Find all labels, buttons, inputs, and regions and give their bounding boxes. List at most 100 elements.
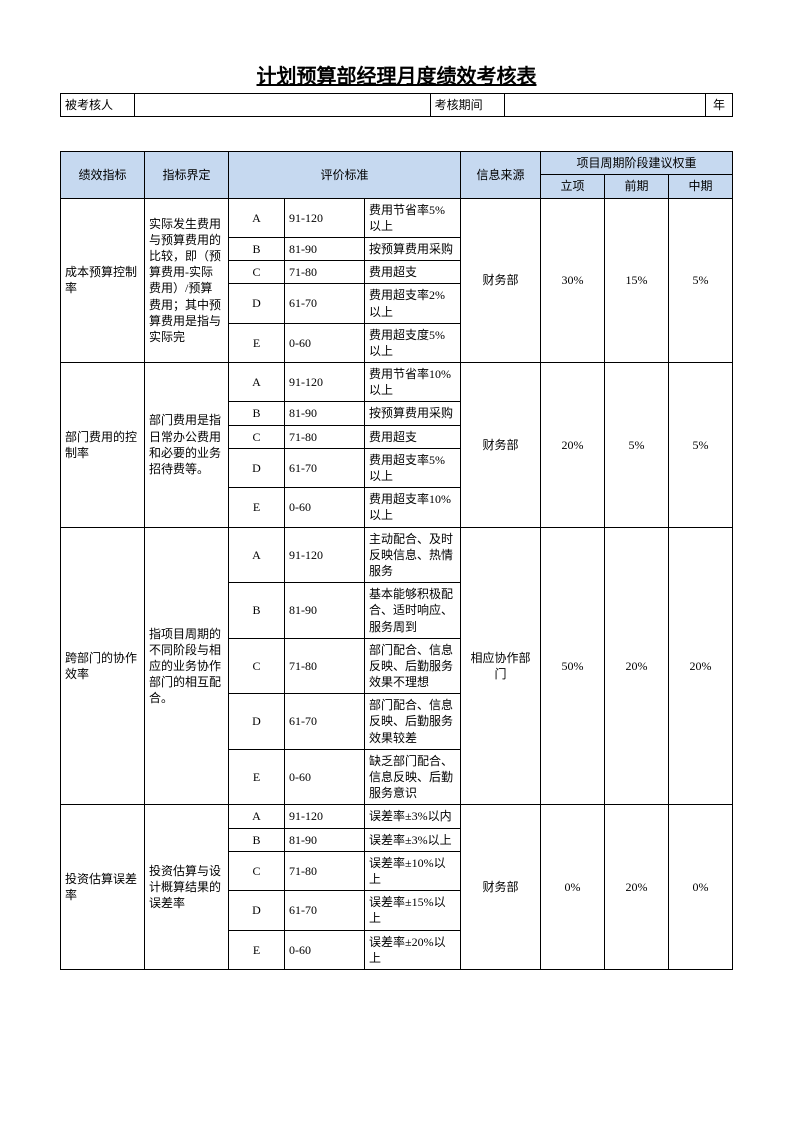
range-cell: 71-80 <box>285 425 365 448</box>
assessee-value <box>134 94 430 117</box>
grade-cell: D <box>229 891 285 930</box>
grade-cell: C <box>229 638 285 694</box>
range-cell: 61-70 <box>285 694 365 750</box>
desc-cell: 误差率±3%以内 <box>365 805 461 828</box>
metric-cell: 投资估算误差率 <box>61 805 145 970</box>
weight-cell-0: 50% <box>541 527 605 805</box>
metric-cell: 部门费用的控制率 <box>61 363 145 528</box>
range-cell: 71-80 <box>285 851 365 890</box>
grade-cell: A <box>229 198 285 237</box>
definition-cell: 指项目周期的不同阶段与相应的业务协作部门的相互配合。 <box>145 527 229 805</box>
definition-cell: 部门费用是指日常办公费用和必要的业务招待费等。 <box>145 363 229 528</box>
range-cell: 91-120 <box>285 805 365 828</box>
meta-table: 被考核人 考核期间 年 <box>60 93 733 117</box>
grade-cell: E <box>229 749 285 805</box>
grade-cell: A <box>229 363 285 402</box>
desc-cell: 费用超支率2%以上 <box>365 284 461 323</box>
desc-cell: 费用超支 <box>365 261 461 284</box>
source-cell: 相应协作部门 <box>461 527 541 805</box>
desc-cell: 部门配合、信息反映、后勤服务效果不理想 <box>365 638 461 694</box>
desc-cell: 基本能够积极配合、适时响应、服务周到 <box>365 583 461 639</box>
source-cell: 财务部 <box>461 363 541 528</box>
range-cell: 91-120 <box>285 198 365 237</box>
range-cell: 91-120 <box>285 527 365 583</box>
weight-cell-2: 5% <box>669 363 733 528</box>
desc-cell: 缺乏部门配合、信息反映、后勤服务意识 <box>365 749 461 805</box>
range-cell: 61-70 <box>285 284 365 323</box>
desc-cell: 费用超支度5%以上 <box>365 323 461 362</box>
grade-cell: D <box>229 694 285 750</box>
weight-cell-2: 5% <box>669 198 733 363</box>
grade-cell: B <box>229 583 285 639</box>
grade-cell: C <box>229 851 285 890</box>
desc-cell: 费用节省率5%以上 <box>365 198 461 237</box>
weight-cell-2: 0% <box>669 805 733 970</box>
weight-cell-1: 20% <box>605 805 669 970</box>
page-title: 计划预算部经理月度绩效考核表 <box>60 60 733 89</box>
desc-cell: 误差率±15%以上 <box>365 891 461 930</box>
grade-cell: E <box>229 323 285 362</box>
weight-cell-1: 20% <box>605 527 669 805</box>
definition-cell: 投资估算与设计概算结果的误差率 <box>145 805 229 970</box>
range-cell: 91-120 <box>285 363 365 402</box>
grade-cell: C <box>229 261 285 284</box>
period-value <box>504 94 706 117</box>
col-source: 信息来源 <box>461 152 541 198</box>
col-criteria: 评价标准 <box>229 152 461 198</box>
source-cell: 财务部 <box>461 805 541 970</box>
desc-cell: 部门配合、信息反映、后勤服务效果较差 <box>365 694 461 750</box>
desc-cell: 误差率±10%以上 <box>365 851 461 890</box>
range-cell: 61-70 <box>285 891 365 930</box>
range-cell: 81-90 <box>285 828 365 851</box>
assessee-label: 被考核人 <box>61 94 135 117</box>
grade-cell: B <box>229 828 285 851</box>
definition-cell: 实际发生费用与预算费用的比较，即（预算费用-实际费用）/预算费用；其中预算费用是… <box>145 198 229 363</box>
gap-table <box>60 117 733 151</box>
desc-cell: 主动配合、及时反映信息、热情服务 <box>365 527 461 583</box>
desc-cell: 费用超支率10%以上 <box>365 488 461 527</box>
col-weight-group: 项目周期阶段建议权重 <box>541 152 733 175</box>
grade-cell: D <box>229 284 285 323</box>
grade-cell: A <box>229 527 285 583</box>
period-label: 考核期间 <box>430 94 504 117</box>
grade-cell: D <box>229 448 285 487</box>
range-cell: 71-80 <box>285 261 365 284</box>
weight-cell-1: 5% <box>605 363 669 528</box>
col-weight-2: 中期 <box>669 175 733 198</box>
desc-cell: 费用超支率5%以上 <box>365 448 461 487</box>
col-weight-0: 立项 <box>541 175 605 198</box>
range-cell: 0-60 <box>285 749 365 805</box>
source-cell: 财务部 <box>461 198 541 363</box>
weight-cell-0: 0% <box>541 805 605 970</box>
col-definition: 指标界定 <box>145 152 229 198</box>
range-cell: 81-90 <box>285 583 365 639</box>
weight-cell-1: 15% <box>605 198 669 363</box>
range-cell: 81-90 <box>285 237 365 260</box>
grade-cell: C <box>229 425 285 448</box>
col-metric: 绩效指标 <box>61 152 145 198</box>
range-cell: 81-90 <box>285 402 365 425</box>
desc-cell: 按预算费用采购 <box>365 237 461 260</box>
col-weight-1: 前期 <box>605 175 669 198</box>
grade-cell: E <box>229 488 285 527</box>
grade-cell: E <box>229 930 285 969</box>
desc-cell: 费用超支 <box>365 425 461 448</box>
range-cell: 0-60 <box>285 323 365 362</box>
range-cell: 61-70 <box>285 448 365 487</box>
range-cell: 0-60 <box>285 930 365 969</box>
metric-cell: 成本预算控制率 <box>61 198 145 363</box>
desc-cell: 费用节省率10%以上 <box>365 363 461 402</box>
desc-cell: 误差率±3%以上 <box>365 828 461 851</box>
grade-cell: A <box>229 805 285 828</box>
grade-cell: B <box>229 237 285 260</box>
desc-cell: 误差率±20%以上 <box>365 930 461 969</box>
metric-cell: 跨部门的协作效率 <box>61 527 145 805</box>
assessment-table: 绩效指标指标界定评价标准信息来源项目周期阶段建议权重立项前期中期成本预算控制率实… <box>60 151 733 970</box>
weight-cell-0: 20% <box>541 363 605 528</box>
weight-cell-0: 30% <box>541 198 605 363</box>
grade-cell: B <box>229 402 285 425</box>
weight-cell-2: 20% <box>669 527 733 805</box>
period-suffix: 年 <box>706 94 733 117</box>
range-cell: 0-60 <box>285 488 365 527</box>
desc-cell: 按预算费用采购 <box>365 402 461 425</box>
